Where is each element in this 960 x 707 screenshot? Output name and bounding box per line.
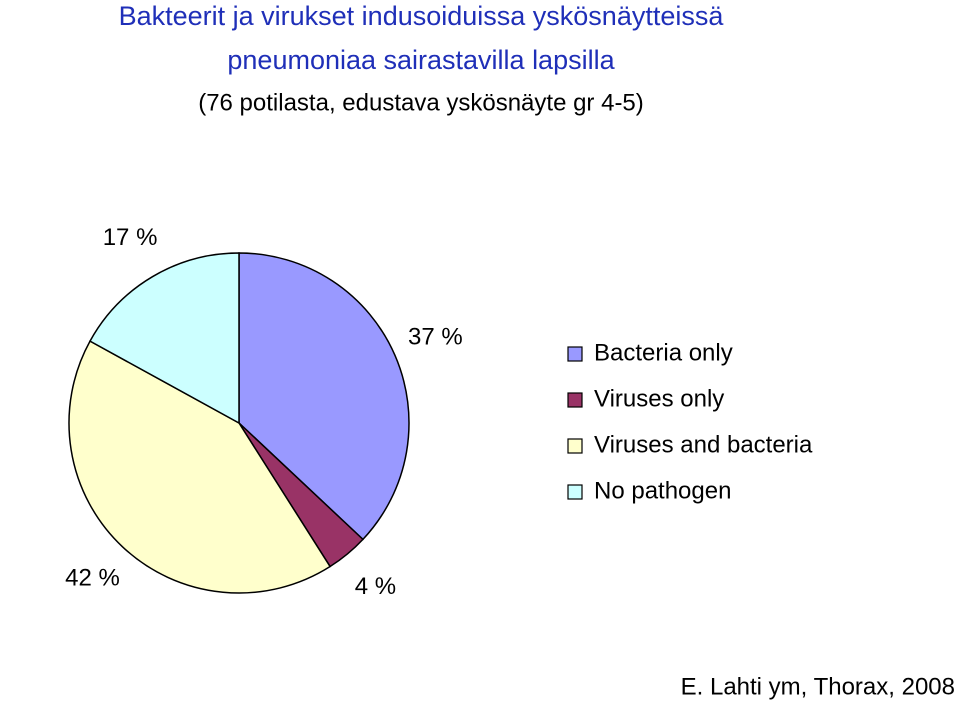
chart-title: pneumoniaa sairastavilla lapsilla: [227, 45, 615, 75]
legend-label: Viruses only: [594, 385, 724, 412]
source: E. Lahti ym, Thorax, 2008: [681, 673, 955, 700]
chart-title: Bakteerit ja virukset indusoiduissa yskö…: [119, 1, 725, 31]
data-label: 37 %: [408, 323, 463, 350]
legend-swatch: [567, 392, 583, 408]
data-label: 4 %: [355, 573, 396, 600]
legend-swatch: [567, 484, 583, 500]
pie-slice: [68, 340, 332, 594]
legend-label: Viruses and bacteria: [594, 431, 813, 458]
legend-swatch: [567, 346, 583, 362]
pie-slice: [89, 252, 240, 425]
data-label: 17 %: [103, 224, 158, 251]
legend-label: Bacteria only: [594, 339, 733, 366]
chart-subtitle: (76 potilasta, edustava yskösnäyte gr 4-…: [198, 89, 644, 116]
data-label: 42 %: [65, 564, 120, 591]
legend-label: No pathogen: [594, 477, 731, 504]
legend-swatch: [567, 438, 583, 454]
pie-slice: [238, 252, 410, 541]
